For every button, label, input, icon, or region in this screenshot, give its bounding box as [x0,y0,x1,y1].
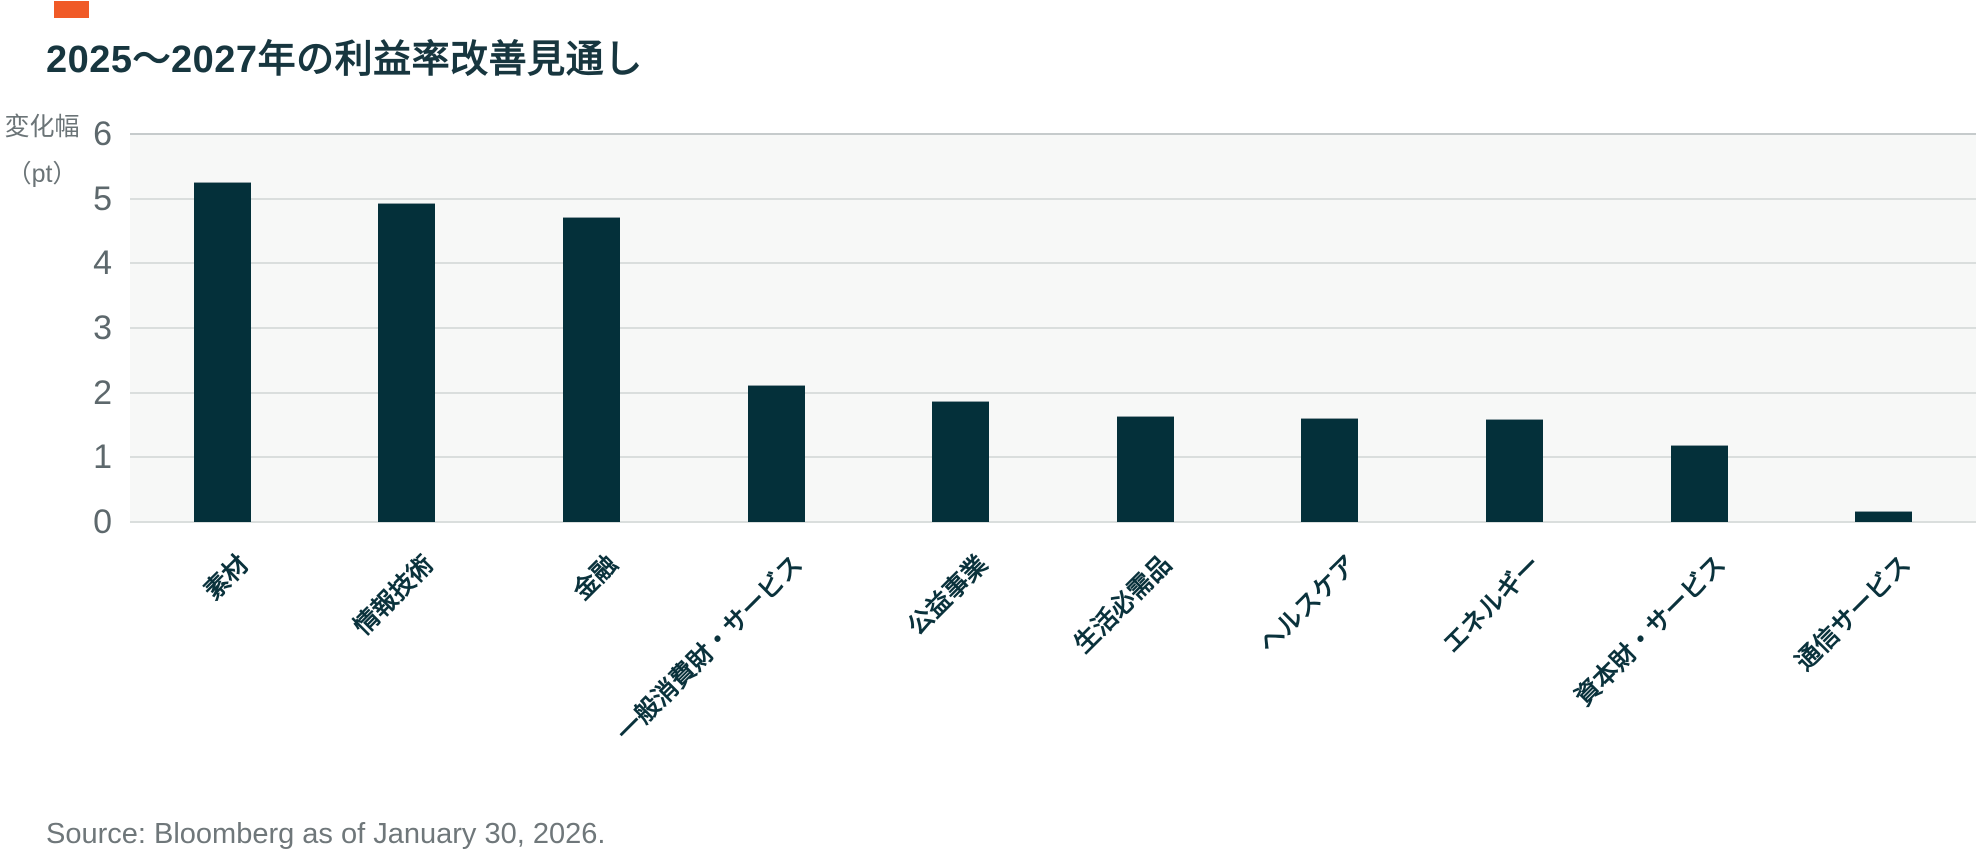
bar-3 [563,217,620,522]
y-axis-unit-line1: 変化幅 [4,113,80,141]
y-tick-label-1: 1 [93,438,112,477]
x-category-label-1: 素材 [199,550,255,606]
y-tick-label-3: 3 [93,309,112,347]
bar-7 [1301,418,1359,522]
bar-10 [1855,510,1913,522]
y-axis-unit-label: 変化幅 （pt） [4,104,80,198]
gridline-y5 [130,197,1976,200]
x-category-label-10: 通信サービス [1789,550,1916,677]
gridline-y2 [130,391,1976,394]
x-category-label-5: 公益事業 [902,550,993,641]
chart-title: 2025～2027年の利益率改善見通し [46,39,643,81]
source-note: Source: Bloomberg as of January 30, 2026… [46,818,606,850]
x-category-label-2: 情報技術 [348,550,439,641]
bar-8 [1486,418,1543,522]
gridline-y6 [130,133,1976,135]
y-tick-label-5: 5 [93,179,112,218]
bar-4 [747,385,805,522]
y-axis-unit-line2: （pt） [6,160,78,188]
bar-9 [1670,444,1728,522]
y-tick-label-4: 4 [93,244,112,283]
y-tick-label-6: 6 [93,115,112,153]
x-category-label-3: 金融 [568,550,624,606]
bar-6 [1116,416,1174,522]
gridline-y0 [130,521,1976,523]
plot-area [130,133,1976,523]
bar-1 [193,181,251,522]
bar-5 [932,401,990,522]
accent-mark [54,1,89,18]
x-category-label-8: エネルギー [1438,550,1547,659]
x-category-label-6: 生活必需品 [1069,550,1178,659]
gridline-y4 [130,262,1976,265]
gridline-y3 [130,327,1976,329]
x-category-label-9: 資本財・サービス [1569,550,1732,712]
x-category-label-4: 一般消費財・サービス [611,550,809,747]
gridline-y1 [130,456,1976,459]
x-category-label-7: ヘルスケア [1253,550,1362,659]
y-tick-label-2: 2 [93,373,112,412]
y-tick-label-0: 0 [93,503,112,541]
bar-2 [378,202,436,522]
